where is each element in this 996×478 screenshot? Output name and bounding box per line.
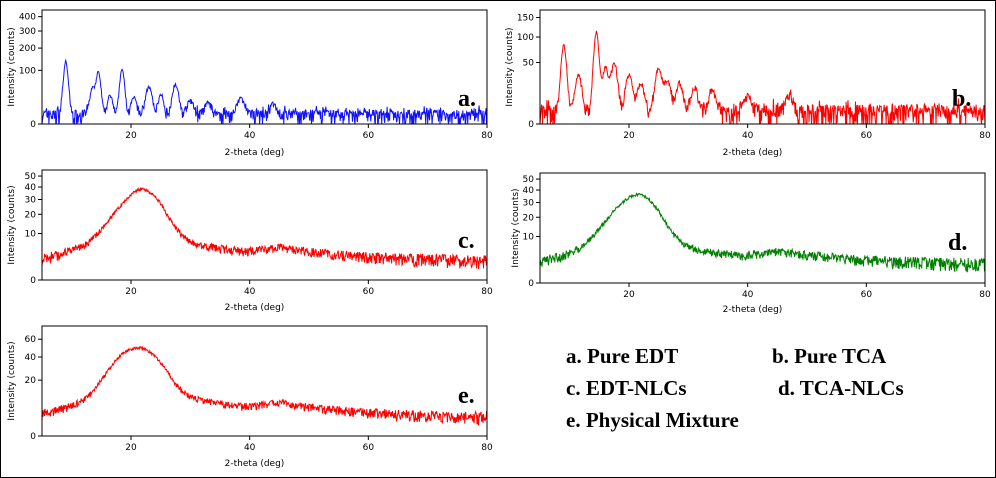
- x-tick-label: 60: [861, 290, 873, 300]
- y-tick-label: 0: [528, 279, 534, 289]
- panel-letter: d.: [948, 230, 967, 256]
- chart-panel-5: 20 40 60 80 0 20 40 60 2-theta (deg) Intensity (c…: [7, 325, 493, 469]
- y-axis-label: Intensity (counts): [7, 27, 17, 106]
- panel-letter: e.: [458, 383, 475, 409]
- y-tick-label: 0: [30, 432, 36, 442]
- plot-area-border: [539, 9, 986, 125]
- series-line: [41, 345, 488, 427]
- series-line: [539, 192, 986, 273]
- plot-area-border: [41, 9, 488, 125]
- legend-item-e: e. Physical Mixture: [566, 408, 739, 432]
- panel-letter: b.: [952, 86, 971, 112]
- x-tick-label: 80: [481, 287, 493, 297]
- x-axis-label: 2-theta (deg): [723, 148, 783, 158]
- y-axis-label: Intensity (counts): [505, 27, 515, 106]
- x-tick-label: 40: [244, 131, 256, 141]
- y-tick-label: 50: [25, 172, 37, 182]
- x-tick-label: 20: [623, 131, 635, 141]
- x-tick-label: 40: [742, 290, 754, 300]
- x-axis-label: 2-theta (deg): [225, 303, 285, 313]
- y-tick-label: 100: [517, 33, 534, 43]
- y-tick-label: 100: [19, 66, 36, 76]
- y-tick-label: 0: [30, 120, 36, 130]
- chart-panel-2: 20 40 60 80 0 50 100 150 2-theta (deg) Intensity …: [505, 9, 991, 158]
- y-tick-label: 40: [25, 353, 37, 363]
- y-tick-label: 200: [19, 44, 36, 54]
- x-tick-label: 80: [979, 290, 991, 300]
- x-tick-label: 60: [363, 287, 375, 297]
- y-axis-label: Intensity (counts): [7, 185, 17, 264]
- x-tick-label: 60: [363, 443, 375, 453]
- y-tick-label: 10: [523, 233, 535, 243]
- x-tick-label: 20: [623, 290, 635, 300]
- y-tick-label: 150: [517, 13, 534, 23]
- plot-area-border: [41, 169, 488, 281]
- x-tick-label: 40: [742, 131, 754, 141]
- y-axis-label: Intensity (counts): [7, 341, 17, 420]
- panel-letter: c.: [458, 228, 475, 254]
- y-axis-label: Intensity (counts): [511, 188, 521, 267]
- y-tick-label: 30: [25, 195, 37, 205]
- x-tick-label: 20: [125, 443, 137, 453]
- y-tick-label: 10: [25, 230, 37, 240]
- y-tick-label: 50: [523, 59, 535, 69]
- y-tick-label: 50: [523, 175, 535, 185]
- chart-panel-1: 20 40 60 80 0 100 200 300 400 2-theta (deg) Intens…: [7, 9, 493, 158]
- y-tick-label: 400: [19, 13, 36, 23]
- x-tick-label: 40: [244, 443, 256, 453]
- x-axis-label: 2-theta (deg): [723, 305, 783, 315]
- panel-letter: a.: [458, 86, 476, 112]
- y-tick-label: 300: [19, 27, 36, 37]
- series-line: [41, 58, 488, 125]
- legend-item-d: d. TCA-NLCs: [778, 376, 904, 400]
- x-tick-label: 80: [481, 443, 493, 453]
- y-tick-label: 0: [30, 276, 36, 286]
- x-tick-label: 40: [244, 287, 256, 297]
- plot-area-border: [41, 325, 488, 437]
- legend-item-a: a. Pure EDT: [566, 344, 679, 368]
- y-tick-label: 60: [25, 335, 37, 345]
- y-tick-label: 0: [528, 120, 534, 130]
- y-tick-label: 20: [25, 210, 37, 220]
- x-tick-label: 20: [125, 131, 137, 141]
- y-tick-label: 40: [25, 183, 37, 193]
- y-tick-label: 20: [25, 376, 37, 386]
- legend-item-b: b. Pure TCA: [772, 344, 887, 368]
- x-tick-label: 60: [861, 131, 873, 141]
- x-tick-label: 80: [979, 131, 991, 141]
- x-tick-label: 20: [125, 287, 137, 297]
- plot-area-border: [539, 172, 986, 284]
- series-line: [41, 186, 488, 270]
- x-tick-label: 80: [481, 131, 493, 141]
- series-line: [539, 30, 986, 125]
- y-tick-label: 30: [523, 198, 535, 208]
- x-axis-label: 2-theta (deg): [225, 148, 285, 158]
- x-axis-label: 2-theta (deg): [225, 459, 285, 469]
- y-tick-label: 20: [523, 213, 535, 223]
- y-tick-label: 40: [523, 186, 535, 196]
- legend-item-c: c. EDT-NLCs: [566, 376, 687, 400]
- x-tick-label: 60: [363, 131, 375, 141]
